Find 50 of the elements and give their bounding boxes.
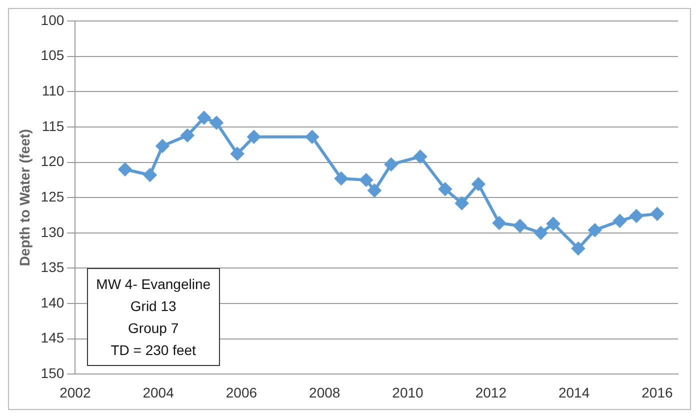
point — [514, 219, 527, 232]
point — [534, 226, 548, 240]
point — [384, 158, 398, 171]
point — [306, 130, 319, 144]
y-tick-label: 120 — [40, 153, 64, 170]
point — [650, 207, 664, 220]
point — [630, 209, 643, 222]
y-tick-label: 115 — [42, 118, 64, 134]
x-tick-label: 2004 — [142, 384, 174, 400]
y-tick-label: 135 — [40, 259, 64, 276]
y-tick-label: 130 — [40, 224, 64, 240]
x-tick-label: 2010 — [392, 384, 424, 400]
point — [414, 150, 427, 164]
y-tick-label: 145 — [40, 330, 64, 346]
annotation: Group 7 — [127, 319, 180, 338]
y-tick-label: 100 — [40, 12, 64, 28]
point — [156, 140, 169, 153]
point — [588, 224, 602, 237]
annotation: Grid 13 — [129, 297, 178, 316]
annotation: MW 4- Evangeline — [96, 275, 211, 294]
annotation: TD = 230 feet — [110, 341, 197, 360]
y-tick-label: 125 — [40, 188, 64, 204]
point — [368, 184, 381, 198]
y-tick-label: 105 — [40, 47, 64, 64]
point — [472, 178, 485, 191]
point — [546, 217, 560, 230]
point — [230, 147, 244, 160]
x-tick-label: 2002 — [60, 384, 91, 400]
point — [247, 130, 260, 144]
point — [180, 128, 194, 142]
point — [118, 162, 132, 176]
point — [455, 196, 468, 210]
point — [198, 111, 211, 124]
y-tick-label: 150 — [40, 365, 64, 382]
x-tick-label: 2006 — [226, 384, 258, 400]
x-tick-label: 2016 — [642, 384, 673, 400]
y-tick-label: 110 — [42, 82, 64, 98]
x-tick-label: 2014 — [558, 384, 590, 400]
point — [360, 173, 373, 186]
x-tick-label: 2008 — [309, 384, 340, 400]
point — [438, 182, 452, 196]
point — [492, 216, 506, 230]
y-axis-title: Depth to Water (feet) — [16, 129, 32, 266]
x-tick-label: 2012 — [475, 384, 507, 400]
point — [613, 214, 626, 228]
point — [334, 172, 348, 186]
point — [572, 242, 585, 255]
point — [143, 168, 156, 182]
point — [210, 116, 224, 130]
y-tick-label: 140 — [40, 294, 64, 310]
